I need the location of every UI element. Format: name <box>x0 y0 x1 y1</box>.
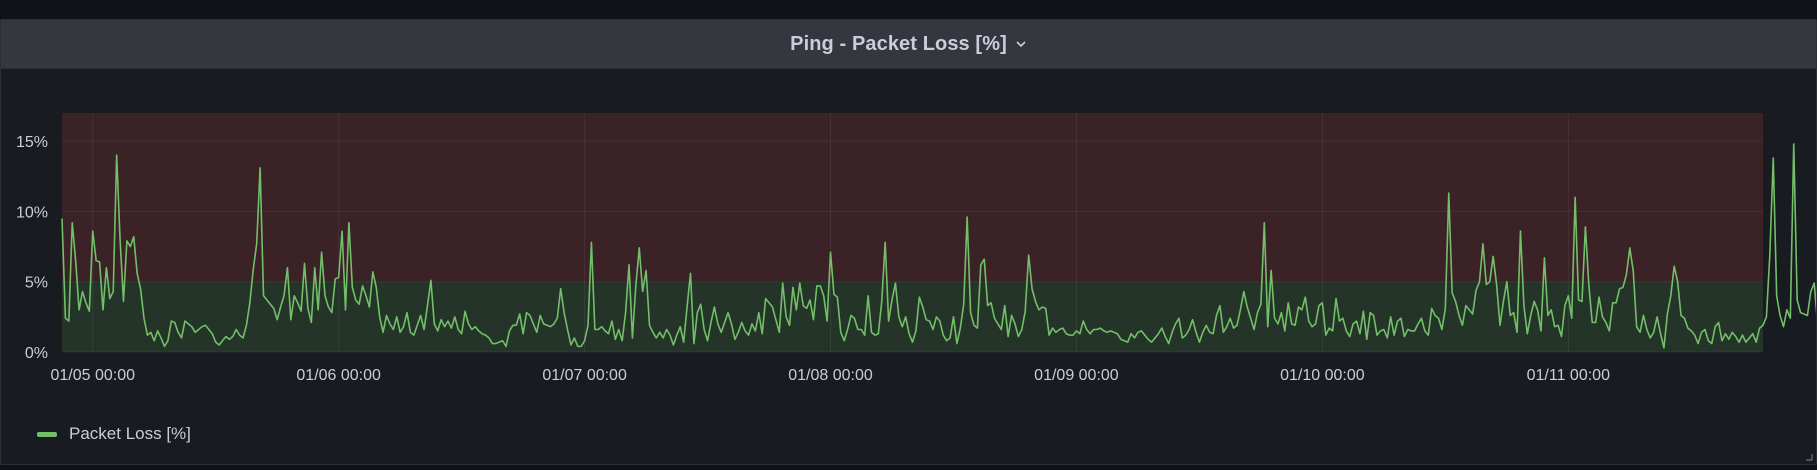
x-tick-label: 01/07 00:00 <box>542 367 627 384</box>
x-tick-label: 01/09 00:00 <box>1034 367 1119 384</box>
series-line-0 <box>61 143 1817 349</box>
graph-panel: Ping - Packet Loss [%] 0% 5% 10% 15% 01/05 0… <box>0 19 1817 465</box>
panel-title[interactable]: Ping - Packet Loss [%] <box>790 32 1007 55</box>
line-chart[interactable]: 0% 5% 10% 15% 01/05 00:00 01/06 00:00 01/07 00… <box>1 68 1817 408</box>
y-tick-label: 10% <box>16 204 48 221</box>
y-tick-label: 0% <box>25 345 48 362</box>
y-tick-label: 15% <box>16 134 48 151</box>
x-tick-label: 01/10 00:00 <box>1280 367 1365 384</box>
panel-header[interactable]: Ping - Packet Loss [%] <box>1 20 1816 69</box>
chart-area[interactable]: 0% 5% 10% 15% 01/05 00:00 01/06 00:00 01/07 00… <box>1 68 1817 408</box>
x-tick-label: 01/08 00:00 <box>788 367 873 384</box>
threshold-band-1 <box>62 113 1763 282</box>
legend-swatch <box>37 431 57 437</box>
x-tick-label: 01/05 00:00 <box>50 367 135 384</box>
resize-handle-icon[interactable] <box>1805 453 1813 461</box>
chevron-down-icon[interactable] <box>1015 38 1027 50</box>
legend-label[interactable]: Packet Loss [%] <box>69 424 191 443</box>
y-tick-label: 5% <box>25 275 48 292</box>
x-tick-label: 01/11 00:00 <box>1527 367 1610 384</box>
legend[interactable]: Packet Loss [%] <box>37 424 191 444</box>
x-tick-label: 01/06 00:00 <box>296 367 381 384</box>
